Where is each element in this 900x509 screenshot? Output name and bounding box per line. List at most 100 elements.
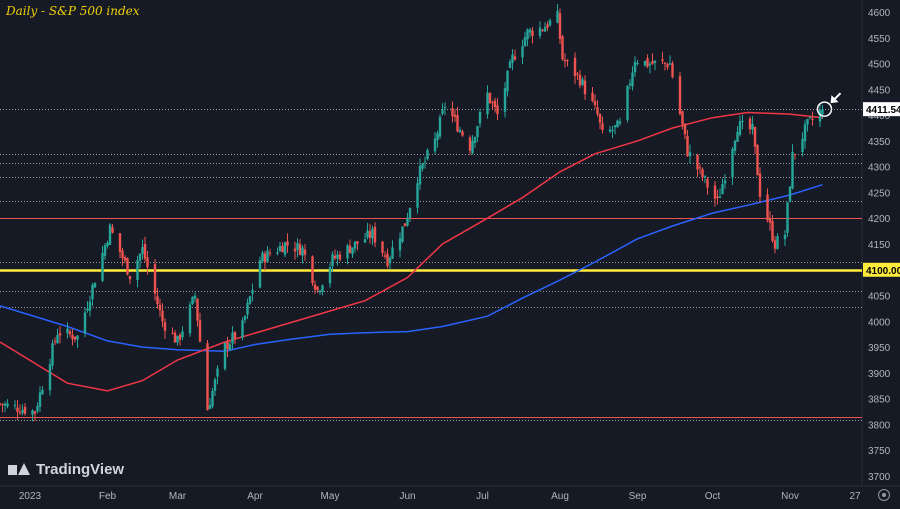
- candle-body: [713, 185, 717, 199]
- candle-body: [688, 152, 692, 157]
- candle-body: [636, 62, 639, 64]
- candle-body: [768, 218, 772, 223]
- candle-body: [436, 133, 439, 141]
- candle-body: [433, 138, 437, 152]
- candle-body: [506, 70, 509, 92]
- candle-body: [423, 161, 427, 163]
- y-tick-label: 3950: [868, 343, 891, 354]
- candle-body: [791, 152, 794, 189]
- candle-body: [408, 208, 412, 218]
- candle-body: [163, 322, 167, 331]
- candle-body: [338, 254, 342, 260]
- candle-body: [108, 224, 112, 245]
- last-price-label: 4411.54: [866, 105, 900, 116]
- candle-body: [126, 258, 129, 275]
- candle-body: [56, 334, 59, 343]
- candle-body: [146, 257, 149, 268]
- candle-body: [406, 217, 409, 226]
- x-tick-label: Apr: [247, 491, 263, 502]
- y-tick-label: 3900: [868, 369, 891, 380]
- x-tick-label: Aug: [551, 491, 569, 502]
- candle-body: [653, 60, 657, 63]
- candle-body: [663, 62, 667, 64]
- candle-body: [328, 267, 332, 284]
- candle-body: [48, 364, 52, 391]
- candle-body: [143, 244, 147, 259]
- moving-average-200-line: [0, 183, 823, 352]
- candle-body: [513, 56, 517, 60]
- candle-body: [521, 46, 524, 58]
- candle-body: [16, 407, 19, 413]
- level-label-4100-bg: [863, 262, 900, 277]
- candle-body: [701, 169, 704, 178]
- candle-body: [316, 286, 319, 291]
- candle-body: [261, 252, 264, 262]
- y-tick-label: 4400: [868, 111, 891, 122]
- candle-body: [453, 114, 457, 117]
- candle-body: [416, 183, 419, 208]
- candle-body: [128, 276, 132, 280]
- candle-body: [478, 112, 482, 124]
- last-price-label-bg: [863, 102, 900, 117]
- candle-body: [643, 60, 647, 66]
- candle-body: [783, 234, 787, 240]
- candle-body: [276, 252, 279, 254]
- candle-body: [31, 410, 34, 415]
- candle-body: [786, 202, 789, 233]
- candle-body: [503, 88, 507, 112]
- y-tick-label: 3700: [868, 472, 891, 483]
- candle-body: [611, 129, 614, 131]
- candle-body: [753, 126, 757, 147]
- candle-body: [508, 61, 512, 68]
- candle-body: [566, 60, 569, 62]
- candle-body: [21, 409, 24, 414]
- candle-body: [671, 63, 674, 78]
- candle-body: [578, 74, 582, 86]
- candle-body: [258, 260, 262, 288]
- candle-body: [76, 335, 79, 340]
- candle-body: [493, 100, 497, 108]
- x-tick-label: Jul: [476, 491, 489, 502]
- candle-body: [488, 92, 492, 104]
- candle-body: [511, 54, 514, 63]
- candle-body: [741, 120, 744, 122]
- candle-body: [561, 36, 564, 60]
- candle-body: [251, 289, 254, 294]
- candle-body: [318, 290, 322, 293]
- candle-body: [363, 239, 367, 243]
- candle-body: [443, 106, 447, 109]
- candle-body: [368, 231, 372, 238]
- candle-body: [178, 334, 182, 340]
- candle-body: [101, 253, 104, 281]
- candle-body: [68, 331, 72, 335]
- candle-body: [161, 310, 164, 322]
- candle-body: [441, 109, 444, 114]
- candle-body: [686, 135, 689, 157]
- candle-body: [73, 336, 77, 340]
- candle-body: [771, 221, 774, 241]
- candle-body: [626, 85, 629, 120]
- candle-body: [153, 264, 157, 294]
- candle-body: [88, 301, 92, 311]
- candle-body: [301, 247, 304, 256]
- candle-body: [528, 29, 532, 33]
- candle-body: [83, 312, 87, 334]
- settings-gear-icon[interactable]: [878, 489, 890, 501]
- candle-body: [181, 331, 184, 338]
- candle-body: [71, 334, 74, 340]
- candle-body: [601, 123, 604, 131]
- candle-body: [381, 241, 384, 253]
- candle-body: [591, 92, 594, 102]
- candle-body: [111, 227, 114, 233]
- y-tick-label: 4000: [868, 317, 891, 328]
- level-label-4100: 4100.00: [866, 266, 900, 277]
- candle-body: [333, 255, 337, 259]
- candle-body: [681, 111, 684, 125]
- candle-body: [86, 308, 89, 311]
- candle-body: [556, 10, 559, 23]
- candle-body: [633, 61, 637, 73]
- y-tick-label: 4300: [868, 163, 891, 174]
- candle-body: [123, 257, 127, 261]
